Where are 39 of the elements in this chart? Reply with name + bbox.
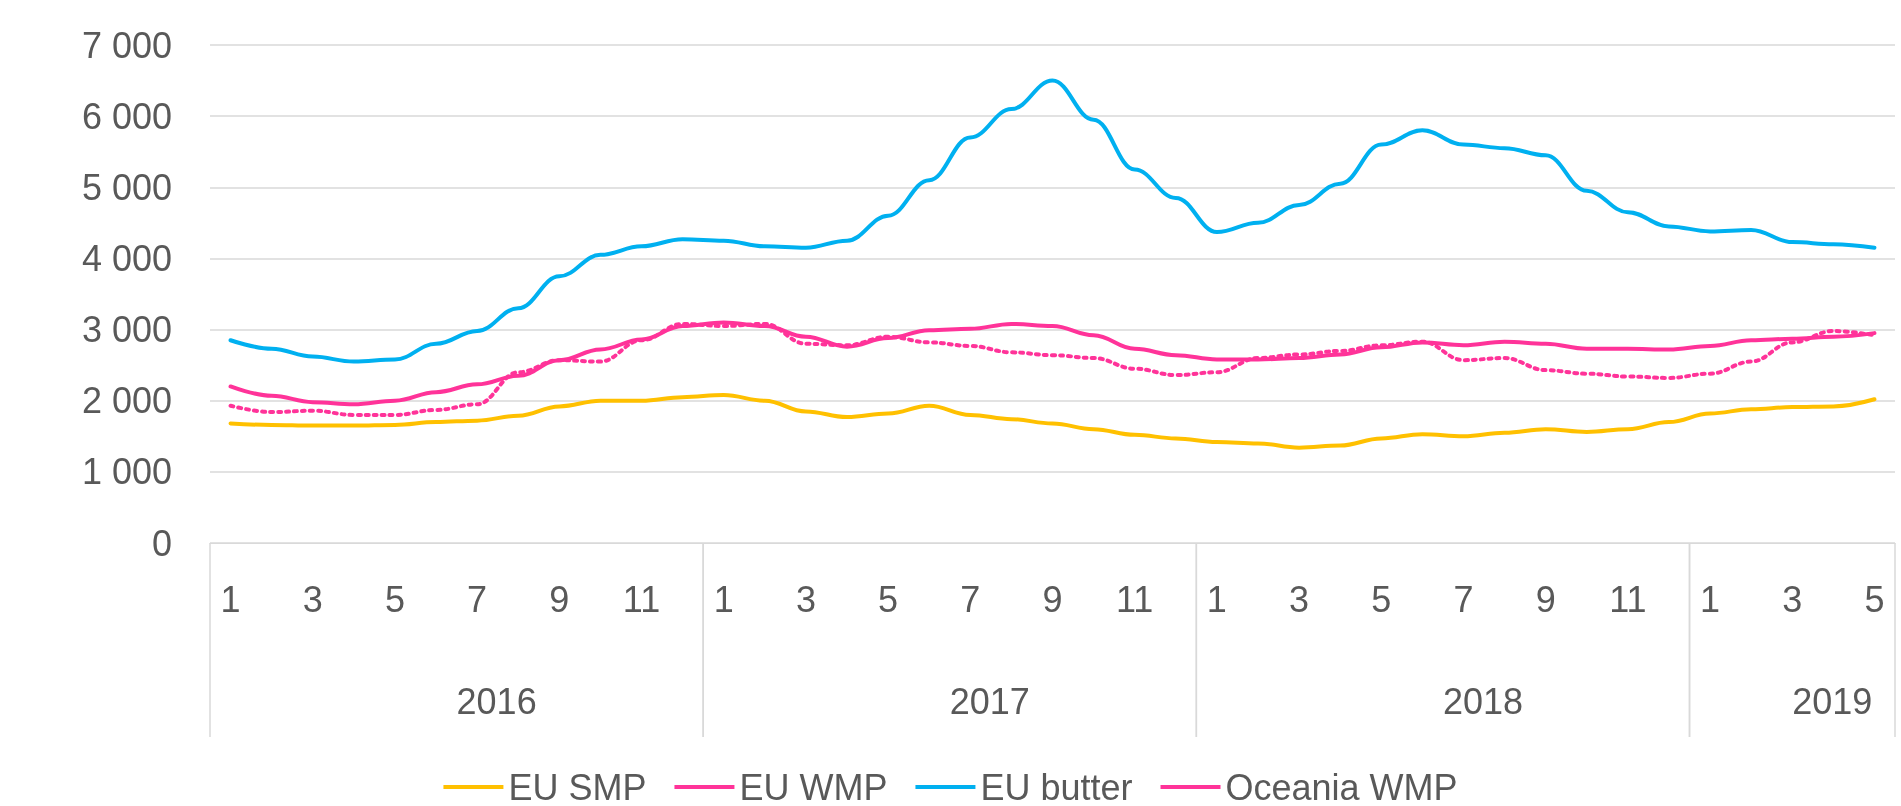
x-tick-label: 5 [384, 578, 405, 620]
text: 2017 [949, 680, 1030, 722]
x-tick-label: 1 [1700, 578, 1721, 620]
x-tick-label: 3 [795, 578, 816, 620]
y-tick-label: 3 000 [81, 309, 172, 351]
x-tick-label: 7 [467, 578, 488, 620]
x-tick-label: 3 [1289, 578, 1310, 620]
legend-label: EU butter [980, 766, 1133, 806]
x-tick-label: 1 [1206, 578, 1227, 620]
y-tick-label: 0 [151, 522, 172, 564]
x-tick-label: 3 [1782, 578, 1803, 620]
x-tick-label: 9 [1535, 578, 1556, 620]
x-tick-label: 11 [1116, 578, 1154, 620]
legend-label: EU WMP [739, 766, 888, 806]
x-tick-label: 5 [1864, 578, 1885, 620]
y-tick-label: 2 000 [81, 380, 172, 422]
y-tick-label: 4 000 [81, 237, 172, 279]
x-tick-label: 3 [302, 578, 323, 620]
text: 2016 [456, 680, 537, 722]
x-tick-label: 11 [1609, 578, 1647, 620]
x-tick-label: 11 [622, 578, 661, 620]
y-tick-label: 7 000 [81, 24, 172, 66]
x-tick-label: 5 [878, 578, 899, 620]
x-tick-label: 9 [549, 578, 570, 620]
x-tick-label: 9 [1042, 578, 1063, 620]
x-tick-label: 7 [1453, 578, 1474, 620]
y-tick-label: 6 000 [81, 95, 172, 137]
x-tick-label: 1 [220, 578, 241, 620]
legend-label: EU SMP [508, 766, 647, 806]
text: 2019 [1792, 680, 1873, 722]
legend-label: Oceania WMP [1225, 766, 1458, 806]
x-tick-label: 7 [960, 578, 981, 620]
y-tick-label: 5 000 [81, 166, 172, 208]
x-tick-label: 5 [1371, 578, 1392, 620]
line-series [228, 78, 1877, 364]
y-tick-label: 1 000 [81, 451, 172, 493]
x-tick-label: 1 [713, 578, 734, 620]
text: 2018 [1442, 680, 1524, 722]
line-series [228, 393, 1877, 450]
